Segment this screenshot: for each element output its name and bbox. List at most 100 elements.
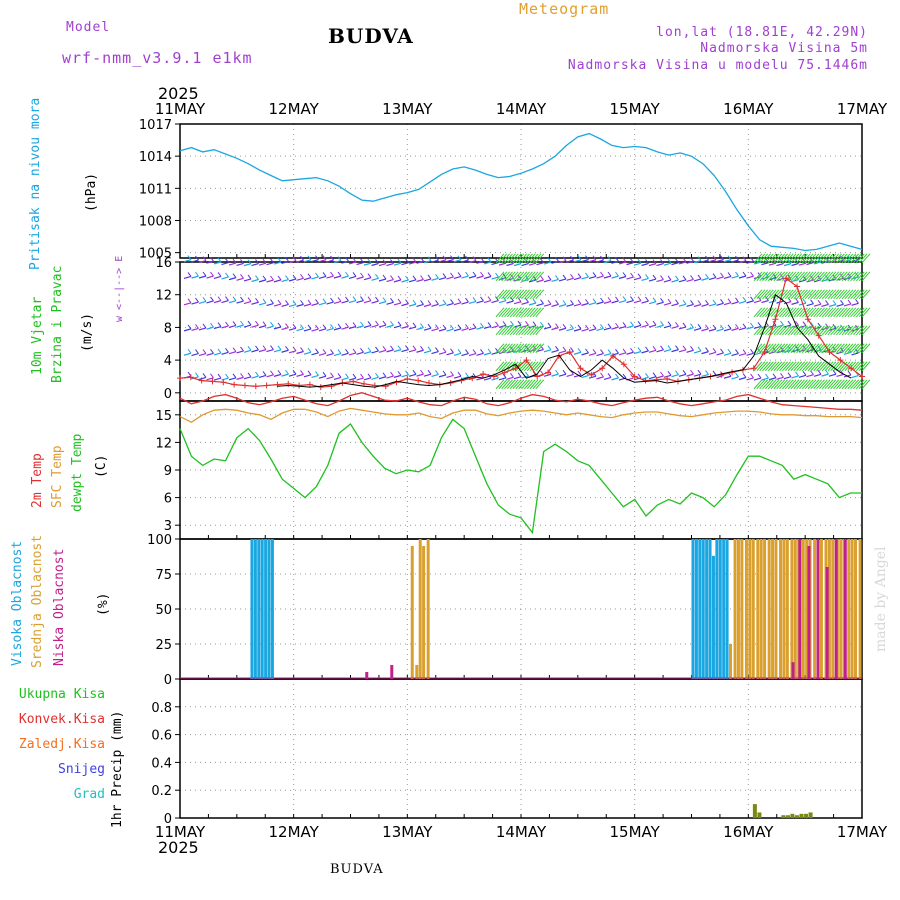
wind-barb <box>251 301 259 305</box>
wind-barb <box>461 259 469 263</box>
wind-barb-flag <box>555 323 559 328</box>
wind-barb-strong <box>773 361 783 372</box>
wind-barb-strong <box>524 325 533 336</box>
wind-barb-flag <box>262 371 267 376</box>
wind-barb <box>573 259 582 263</box>
wind-barb-strong <box>524 307 533 318</box>
wind-barb-flag <box>360 272 364 278</box>
wind-barb-flag <box>547 322 552 328</box>
y-tick-label: 75 <box>155 568 172 583</box>
wind-barb-strong <box>498 379 508 390</box>
wind-barb-strong <box>784 361 794 372</box>
wind-barb <box>281 326 289 331</box>
wind-barb <box>318 328 327 332</box>
pressure-line <box>179 132 863 252</box>
wind-barb <box>341 300 349 304</box>
wind-barb-flag <box>510 373 514 378</box>
wind-barb-flag <box>427 274 432 280</box>
wind-barb <box>731 376 739 380</box>
cloud-bar-high <box>267 539 271 679</box>
wind-barb <box>588 302 597 306</box>
wind-barb <box>851 302 859 306</box>
wind-barb <box>663 279 672 283</box>
date-label-top: 11MAY <box>155 100 206 118</box>
wind-barb-strong <box>509 253 519 264</box>
wind-barb <box>581 352 589 356</box>
wind-barb-flag <box>352 296 357 301</box>
wind-barb <box>468 352 477 357</box>
wind-barb <box>198 300 207 305</box>
wind-barb <box>446 259 454 263</box>
wind-barb-flag <box>630 347 634 353</box>
wind-barb <box>378 324 387 328</box>
wind-barb-strong <box>850 325 860 336</box>
wind-barb <box>453 328 462 332</box>
y-tick-label: 100 <box>147 533 172 548</box>
wind-barb-strong <box>509 325 519 336</box>
wind-barb-flag <box>210 322 214 328</box>
precip-bar <box>804 813 809 818</box>
wind-barb <box>693 373 702 377</box>
wind-barb-strong <box>535 271 545 282</box>
wind-barb-flag <box>562 300 567 305</box>
wind-barb-flag <box>225 373 229 379</box>
wind-barb-strong <box>813 307 823 318</box>
wind-barb <box>513 376 522 380</box>
wind-barb <box>521 301 529 305</box>
cloud-bar-low <box>816 539 820 679</box>
wind-barb <box>258 302 267 306</box>
wind-barb-flag <box>532 298 537 304</box>
wind-barb <box>498 377 507 381</box>
wind-barb-strong <box>824 343 834 354</box>
cloud-bar-low <box>825 567 829 679</box>
wind-barb-strong <box>813 325 823 336</box>
wind-barb-strong <box>787 343 797 354</box>
wind-barb-strong <box>535 379 545 390</box>
wind-barb <box>536 279 544 283</box>
wind-barb-strong <box>501 271 511 282</box>
wind-barb-flag <box>240 373 244 378</box>
wind-barb-strong <box>796 289 806 300</box>
wind-barb <box>281 303 289 308</box>
wind-barb <box>221 351 229 355</box>
wind-barb-strong <box>535 253 545 264</box>
wind-barb-strong <box>762 307 771 318</box>
station-title: BUDVA <box>328 24 414 48</box>
wind-barb-strong <box>529 253 539 264</box>
wind-barb-flag <box>570 347 574 352</box>
wind-barb-flag <box>540 275 544 281</box>
wind-barb <box>288 278 297 282</box>
wind-barb-flag <box>802 298 807 304</box>
wind-barb <box>213 275 222 280</box>
wind-barb-flag <box>592 349 597 354</box>
wind-barb <box>611 275 619 279</box>
wind-barb-flag <box>555 369 559 375</box>
wind-speed-marker <box>350 378 357 385</box>
wind-barb-flag <box>517 372 522 378</box>
wind-barb-flag <box>675 370 679 376</box>
wind-barb-strong <box>807 361 817 372</box>
wind-barb <box>581 374 589 379</box>
wind-barb-flag <box>502 258 507 264</box>
model-name: wrf-nmm_v3.9.1 e1km <box>62 49 253 67</box>
wind-barb-flag <box>592 324 597 330</box>
wind-barb <box>738 300 747 304</box>
wind-barb <box>573 351 582 355</box>
wind-barb-strong <box>756 307 766 318</box>
wind-barb-flag <box>277 345 282 351</box>
wind-barb-flag <box>337 323 342 329</box>
cloud-bar-mid <box>763 539 767 679</box>
wind-barb-strong <box>858 271 868 282</box>
wind-speed-marker <box>837 357 844 364</box>
wind-barb-flag <box>637 373 642 379</box>
wind-barb-flag <box>600 297 604 303</box>
wind-barb-strong <box>810 253 820 264</box>
wind-barb-strong <box>529 307 539 318</box>
wind-barb <box>596 259 604 263</box>
wind-barb <box>311 352 319 356</box>
wind-barb-flag <box>765 373 769 379</box>
wind-barb <box>678 349 687 353</box>
wind-barb-flag <box>330 255 334 261</box>
wind-barb <box>768 300 777 304</box>
wind-barb-flag <box>427 346 432 352</box>
